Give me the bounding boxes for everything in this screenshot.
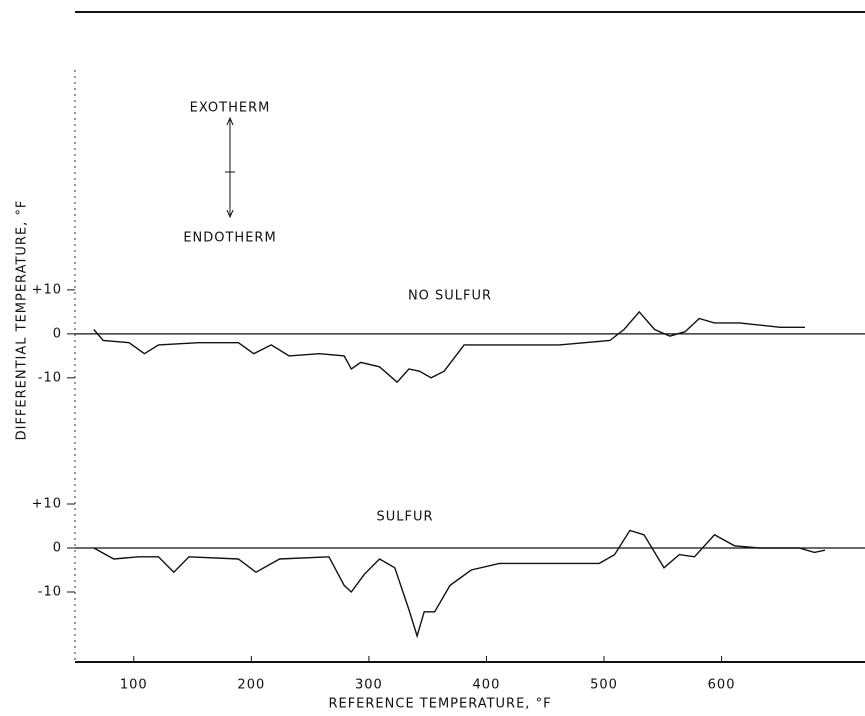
x-tick-label: 600 bbox=[708, 678, 736, 693]
annotation: EXOTHERM bbox=[190, 101, 271, 116]
dta-curve bbox=[93, 529, 826, 639]
x-tick-label: 100 bbox=[120, 678, 148, 693]
x-tick-label: 300 bbox=[355, 678, 383, 693]
y-tick-label: 0 bbox=[53, 326, 62, 341]
y-axis-label: DIFFERENTIAL TEMPERATURE, °F bbox=[15, 200, 30, 441]
x-tick-label: 400 bbox=[473, 678, 501, 693]
x-axis-label: REFERENCE TEMPERATURE, °F bbox=[328, 697, 551, 712]
arrow-heads bbox=[226, 116, 234, 219]
x-tick-label: 200 bbox=[237, 678, 265, 693]
y-tick-label: -10 bbox=[38, 370, 62, 385]
dta-curve bbox=[93, 310, 805, 384]
annotation: SULFUR bbox=[376, 510, 433, 525]
x-tick-label: 500 bbox=[590, 678, 618, 693]
annotation: NO SULFUR bbox=[408, 289, 492, 304]
y-tick-label: -10 bbox=[38, 585, 62, 600]
y-tick-label: +10 bbox=[32, 497, 62, 512]
y-tick-label: 0 bbox=[53, 541, 62, 556]
y-tick-label: +10 bbox=[32, 282, 62, 297]
annotation: ENDOTHERM bbox=[183, 231, 276, 246]
